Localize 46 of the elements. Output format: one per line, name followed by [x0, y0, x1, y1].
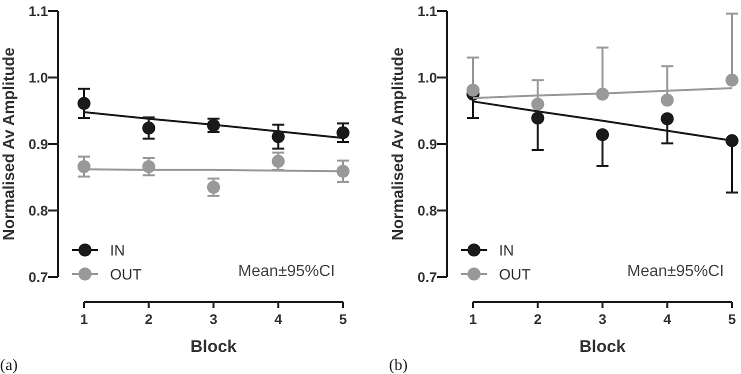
point	[660, 94, 674, 107]
y-tick-label: 1.1	[28, 2, 48, 19]
point	[531, 98, 544, 111]
point	[660, 112, 674, 126]
y-axis-title: Normalised Av Amplitude	[390, 47, 407, 240]
text: (b)	[389, 357, 408, 374]
x-tick-label: 1	[80, 311, 88, 327]
legend-label: IN	[499, 242, 514, 260]
legend-label: OUT	[110, 266, 142, 284]
x-tick-label: 4	[274, 311, 282, 327]
y-tick-label: 0.8	[28, 202, 48, 218]
y-tick-label: 0.8	[418, 202, 438, 218]
y-tick-label: 0.9	[418, 136, 438, 152]
point	[207, 180, 220, 194]
x-tick-label: 5	[728, 311, 736, 327]
y-tick-label: 0.7	[418, 268, 438, 285]
point	[272, 154, 285, 168]
point	[531, 112, 544, 125]
x-axis-title: Block	[190, 337, 238, 356]
point	[596, 128, 609, 142]
y-tick-label: 1.0	[418, 69, 438, 86]
y-tick-label: 1.0	[28, 69, 48, 86]
y-tick-label: 1.1	[418, 2, 438, 19]
point	[78, 96, 90, 110]
y-tick-label: 0.9	[28, 136, 48, 152]
x-tick-label: 1	[469, 311, 478, 327]
point	[336, 126, 350, 140]
x-tick-label: 2	[534, 311, 542, 327]
point	[78, 160, 90, 174]
y-tick-label: 0.7	[28, 268, 48, 285]
text: (a)	[0, 357, 18, 374]
y-axis-title: Normalised Av Amplitude	[1, 47, 18, 240]
x-axis-title: Block	[579, 337, 626, 356]
x-tick-label: 2	[144, 311, 153, 327]
x-tick-label: 3	[210, 311, 218, 327]
legend-label: OUT	[499, 266, 531, 284]
x-tick-label: 5	[339, 311, 348, 327]
point	[726, 74, 738, 87]
point	[726, 134, 738, 148]
annotation: Mean±95%CI	[627, 263, 724, 280]
point	[142, 122, 156, 135]
x-tick-label: 4	[663, 311, 672, 327]
x-tick-label: 3	[598, 311, 607, 327]
point	[466, 84, 480, 97]
annotation: Mean±95%CI	[238, 263, 335, 280]
legend-label: IN	[110, 242, 125, 260]
